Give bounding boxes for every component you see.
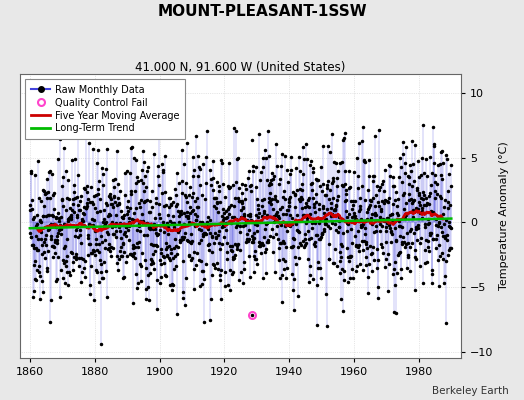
Text: Berkeley Earth: Berkeley Earth: [432, 386, 508, 396]
Legend: Raw Monthly Data, Quality Control Fail, Five Year Moving Average, Long-Term Tren: Raw Monthly Data, Quality Control Fail, …: [25, 79, 185, 139]
Text: MOUNT-PLEASANT-1SSW: MOUNT-PLEASANT-1SSW: [157, 4, 367, 19]
Y-axis label: Temperature Anomaly (°C): Temperature Anomaly (°C): [499, 142, 509, 290]
Title: 41.000 N, 91.600 W (United States): 41.000 N, 91.600 W (United States): [135, 61, 346, 74]
